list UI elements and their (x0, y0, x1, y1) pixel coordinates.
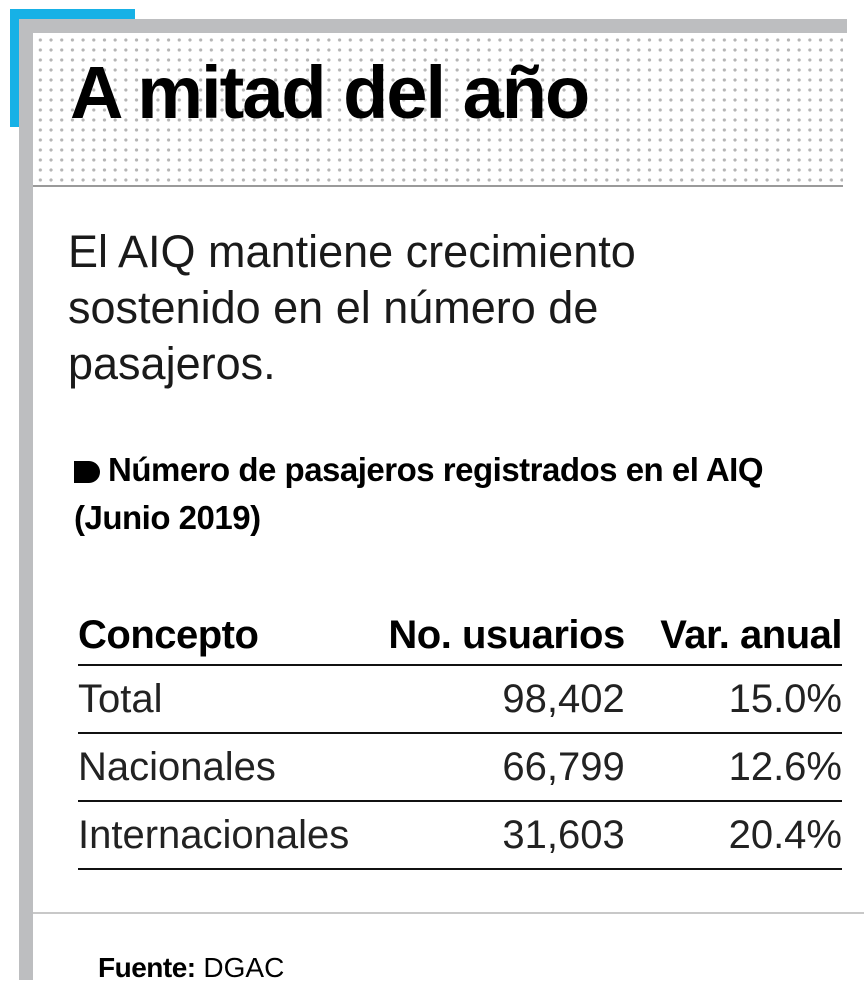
cell-concepto: Total (78, 664, 350, 733)
bullet-icon (74, 461, 100, 483)
cell-var: 20.4% (624, 800, 842, 870)
source-label: Fuente: (98, 952, 196, 983)
table-title-text: Número de pasajeros registrados en el AI… (74, 451, 764, 536)
frame-top-border (19, 19, 847, 33)
table-row: Internacionales 31,603 20.4% (78, 800, 842, 870)
cell-var: 15.0% (624, 664, 842, 733)
cell-usuarios: 31,603 (349, 800, 625, 870)
source-note: Fuente: DGAC (98, 952, 284, 984)
cell-usuarios: 98,402 (349, 664, 625, 733)
page-title: A mitad del año (70, 51, 590, 134)
cell-concepto: Nacionales (78, 732, 350, 801)
frame-left-border (19, 19, 33, 980)
column-header: Concepto (78, 612, 259, 657)
divider (33, 912, 864, 914)
cell-concepto: Internacionales (78, 800, 350, 870)
table-title: Número de pasajeros registrados en el AI… (74, 446, 834, 542)
dotted-header (33, 33, 843, 187)
cell-usuarios: 66,799 (349, 732, 625, 801)
subtitle: El AIQ mantiene crecimiento sostenido en… (68, 226, 636, 389)
cell-var: 12.6% (624, 732, 842, 801)
passenger-table: Concepto No. usuarios Var. anual Total 9… (78, 606, 843, 870)
table-row: Nacionales 66,799 12.6% (78, 732, 842, 801)
table-row: Total 98,402 15.0% (78, 664, 842, 733)
table-header-row: Concepto No. usuarios Var. anual (78, 606, 843, 665)
source-value: DGAC (203, 952, 285, 983)
column-header: No. usuarios (388, 612, 625, 657)
column-header: Var. anual (660, 612, 842, 657)
